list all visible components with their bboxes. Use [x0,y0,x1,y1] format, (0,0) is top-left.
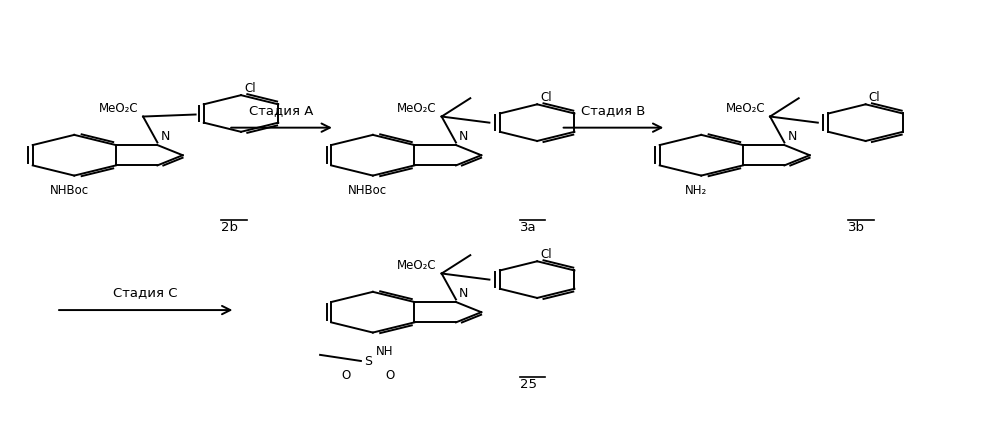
Text: MeO₂C: MeO₂C [99,102,138,115]
Text: Cl: Cl [540,91,552,104]
Text: Стадия B: Стадия B [581,104,646,116]
Text: Стадия A: Стадия A [250,104,313,116]
Text: 3b: 3b [848,221,865,234]
Text: Cl: Cl [244,82,255,95]
Text: Cl: Cl [868,91,880,104]
Text: MeO₂C: MeO₂C [397,259,437,272]
Text: NH₂: NH₂ [686,184,708,197]
Text: O: O [341,368,350,381]
Text: 2b: 2b [221,221,238,234]
Text: Cl: Cl [540,248,552,261]
Text: N: N [787,130,796,142]
Text: NHBoc: NHBoc [50,184,89,197]
Text: MeO₂C: MeO₂C [397,102,437,115]
Text: N: N [459,286,468,299]
Text: MeO₂C: MeO₂C [726,102,765,115]
Text: N: N [459,130,468,142]
Text: NHBoc: NHBoc [348,184,387,197]
Text: N: N [161,130,170,142]
Text: O: O [385,368,394,381]
Text: 3a: 3a [520,221,536,234]
Text: S: S [364,355,372,368]
Text: Стадия C: Стадия C [114,285,178,299]
Text: NH: NH [376,344,393,357]
Text: 25: 25 [520,377,537,391]
